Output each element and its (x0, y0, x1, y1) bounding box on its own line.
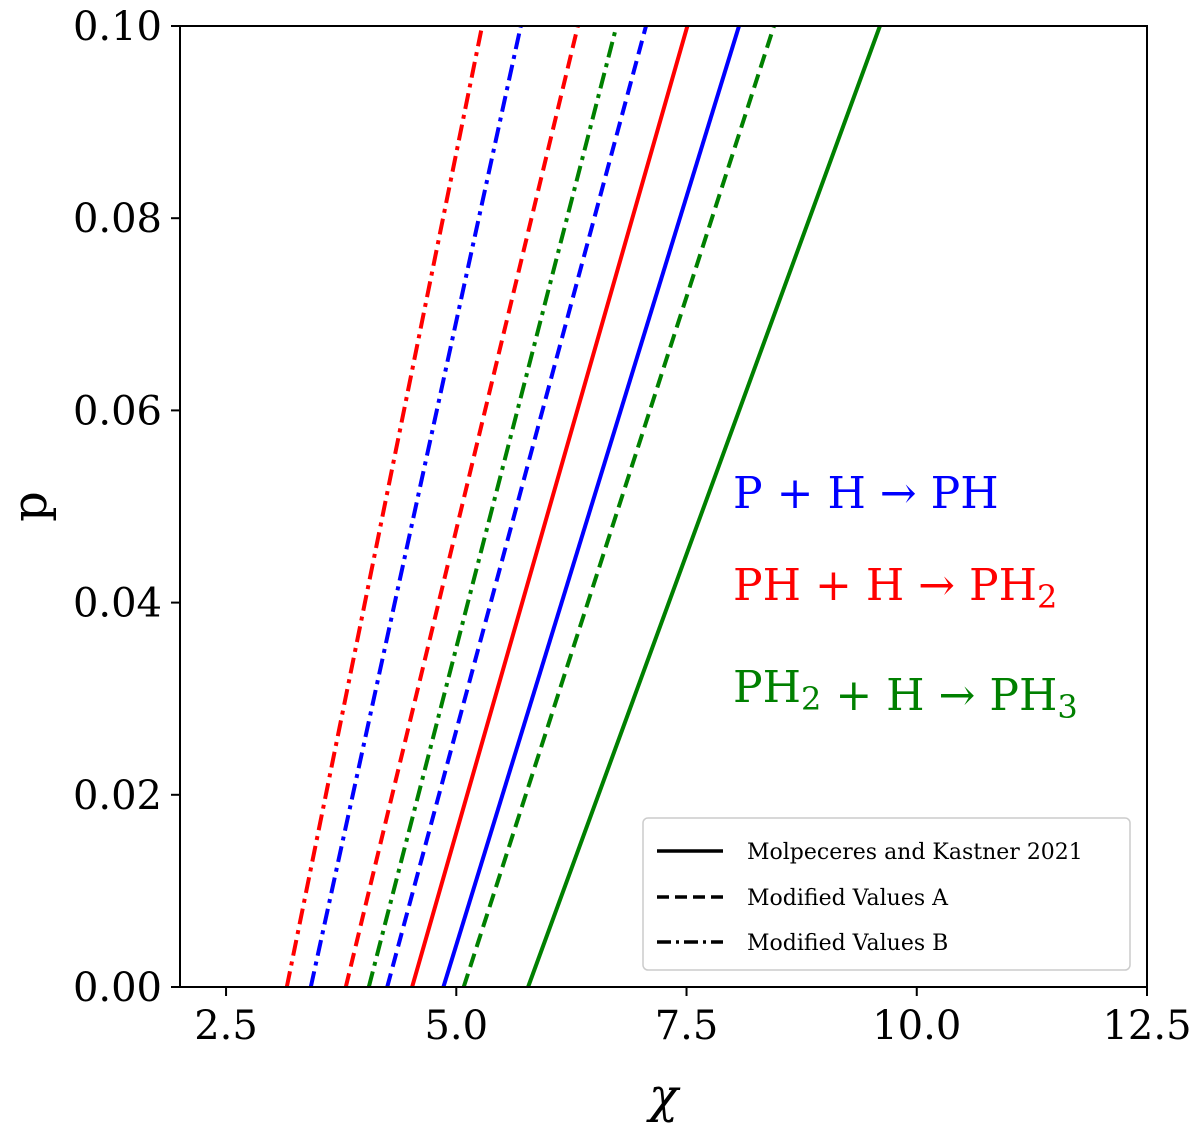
y-tick-label: 0.00 (73, 965, 162, 1011)
series-line-6 (284, 26, 485, 987)
reaction-blue: P + H → PH (733, 468, 999, 519)
series-line-8 (461, 26, 776, 987)
x-tick-label: 5.0 (424, 1003, 488, 1049)
legend-label: Modified Values B (747, 931, 948, 956)
x-tick-label: 12.5 (1102, 1003, 1191, 1049)
x-axis-label: χ (646, 1068, 681, 1124)
reaction-green: PH2 + H → PH3 (733, 662, 1078, 726)
series-line-7 (526, 26, 882, 987)
y-tick-label: 0.02 (73, 773, 162, 819)
ticks-layer: 2.5 5.0 7.5 10.0 12.5 0.00 0.02 0.04 0.06 0.08 0.1… (73, 4, 1192, 1049)
series-line-4 (410, 26, 690, 987)
annotation-layer: P + H → PH PH + H → PH2 PH2 + H → PH3 (733, 468, 1078, 726)
series-line-2 (385, 26, 648, 987)
y-tick-label: 0.06 (73, 388, 162, 434)
y-tick-label: 0.08 (73, 196, 162, 242)
x-tick-label: 2.5 (194, 1003, 258, 1049)
legend-label: Modified Values A (747, 886, 949, 911)
y-tick-label: 0.10 (73, 4, 162, 50)
legend-label: Molpeceres and Kastner 2021 (747, 840, 1083, 865)
series-layer (284, 26, 882, 987)
series-line-5 (343, 26, 580, 987)
x-tick-label: 10.0 (872, 1003, 961, 1049)
reaction-red: PH + H → PH2 (733, 560, 1057, 616)
series-line-9 (366, 26, 619, 987)
y-axis-label: p (2, 491, 58, 522)
y-tick-label: 0.04 (73, 581, 162, 627)
legend-frame (642, 817, 1131, 971)
plot-frame (179, 25, 1148, 988)
x-tick-label: 7.5 (655, 1003, 719, 1049)
series-line-1 (441, 26, 741, 987)
series-line-3 (308, 26, 523, 987)
legend: Molpeceres and Kastner 2021 Modified Valu… (642, 817, 1131, 971)
